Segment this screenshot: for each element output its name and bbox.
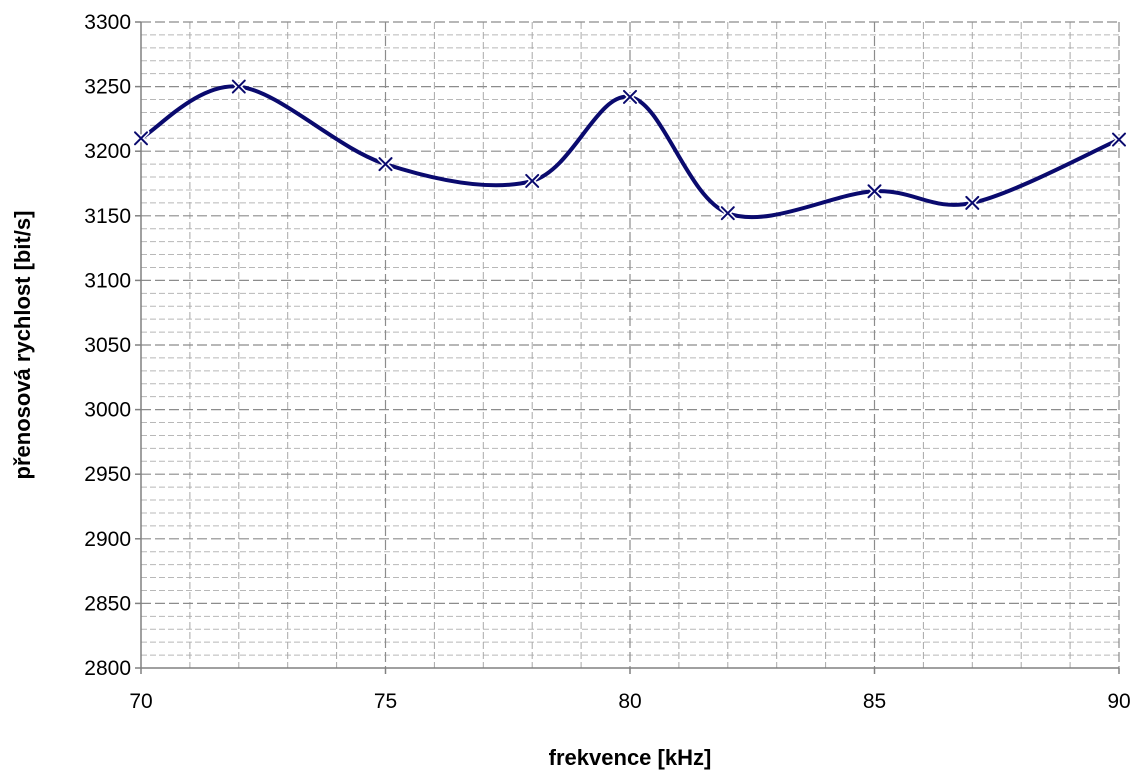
data-point-marker (623, 89, 637, 104)
markers (132, 78, 1128, 222)
y-tick-label: 3150 (84, 205, 131, 228)
y-tick-label: 2900 (84, 528, 131, 551)
y-tick-label: 3050 (84, 334, 131, 357)
data-point-marker (965, 195, 980, 210)
y-tick-label: 3000 (84, 399, 131, 422)
y-tick-label: 2800 (84, 657, 131, 680)
x-tick-label: 90 (1107, 690, 1130, 713)
x-tick-label: 75 (374, 690, 397, 713)
y-tick-labels: 2800 2850 2900 2950 3000 3050 3100 3150 3200 3250… (84, 11, 131, 680)
data-point-marker (525, 173, 540, 188)
data-point-marker (378, 157, 393, 172)
y-tick-label: 2850 (84, 592, 131, 615)
data-point-marker (134, 131, 148, 146)
y-tick-label: 3100 (84, 269, 131, 292)
x-axis-title: frekvence [kHz] (549, 745, 712, 770)
data-point-marker (231, 79, 246, 94)
y-tick-label: 3200 (84, 140, 131, 163)
data-point-marker (867, 184, 882, 199)
y-tick-label: 3250 (84, 76, 131, 99)
y-tick-label: 2950 (84, 463, 131, 486)
data-point-marker (1112, 132, 1126, 147)
x-tick-label: 80 (618, 690, 641, 713)
data-point-marker (720, 206, 735, 221)
x-tick-labels: 70 75 80 85 90 (129, 690, 1130, 713)
y-tick-label: 3300 (84, 11, 131, 34)
x-tick-label: 85 (863, 690, 886, 713)
grid (141, 21, 1120, 668)
x-tick-label: 70 (129, 690, 152, 713)
y-axis-title: přenosová rychlost [bit/s] (10, 211, 35, 480)
axes (135, 21, 1120, 674)
